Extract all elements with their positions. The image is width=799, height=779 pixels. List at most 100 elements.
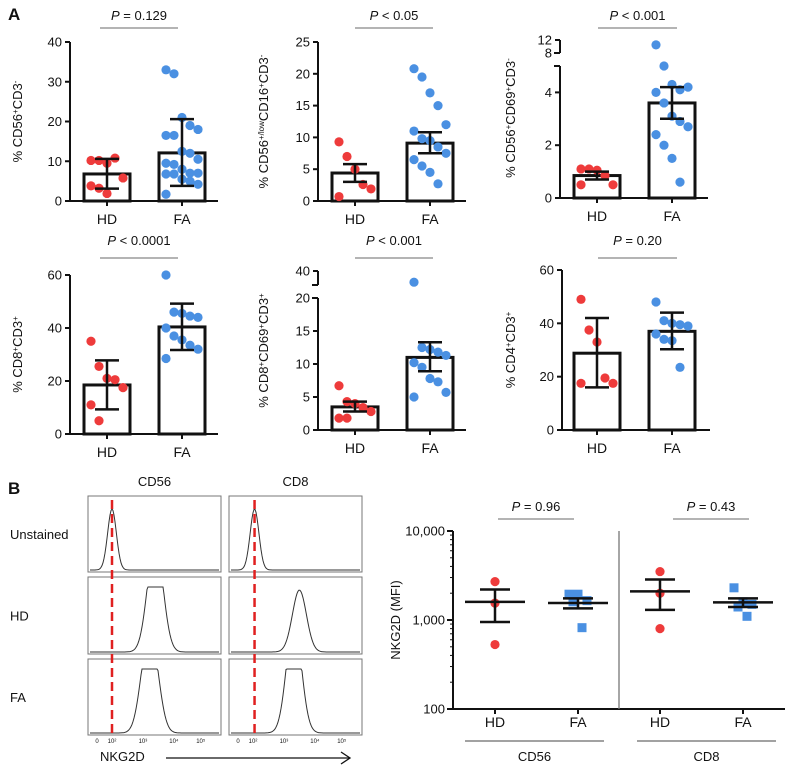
data-point-hd bbox=[118, 173, 128, 183]
x-tick-label: FA bbox=[569, 714, 587, 730]
data-point-fa bbox=[659, 316, 669, 326]
data-point-fa bbox=[651, 40, 661, 50]
data-point-hd bbox=[366, 184, 376, 194]
data-point-hd bbox=[490, 577, 500, 587]
x-tick-label: HD bbox=[345, 440, 365, 456]
x-tick-label: HD bbox=[345, 211, 365, 227]
y-tick-label: 15 bbox=[296, 98, 310, 113]
data-point-hd bbox=[358, 402, 368, 413]
data-point-fa bbox=[683, 321, 693, 331]
y-tick-label: 5 bbox=[303, 162, 310, 177]
histogram-frame bbox=[87, 658, 222, 736]
y-tick-label: 1,000 bbox=[412, 613, 445, 628]
data-point-fa bbox=[433, 347, 443, 357]
y-tick-label: 40 bbox=[540, 316, 554, 331]
data-point-fa bbox=[441, 148, 451, 158]
data-point-fa bbox=[409, 155, 419, 165]
p-italic: P bbox=[366, 233, 375, 248]
data-point-fa bbox=[675, 362, 685, 372]
data-point-fa bbox=[667, 153, 677, 163]
y-axis-label: NKG2D (MFI) bbox=[388, 580, 403, 659]
data-point-fa bbox=[659, 140, 669, 150]
y-tick-label: 0 bbox=[303, 423, 310, 438]
data-point-fa bbox=[169, 130, 179, 141]
histogram-row-label: Unstained bbox=[10, 527, 69, 542]
x-tick-label: FA bbox=[663, 208, 681, 224]
data-point-fa bbox=[161, 158, 171, 168]
data-point-fa bbox=[409, 126, 419, 136]
y-axis-label: % CD56+/lowCD16+CD3- bbox=[256, 54, 271, 188]
y-tick-label: 100 bbox=[423, 702, 445, 717]
data-point-fa bbox=[433, 179, 443, 189]
histogram-tick-label: 10³ bbox=[139, 739, 148, 745]
data-point-hd bbox=[655, 566, 665, 577]
data-point-fa bbox=[433, 142, 443, 152]
data-point-fa bbox=[185, 120, 195, 131]
p-value-label: P < 0.001 bbox=[609, 8, 665, 23]
data-point-fa bbox=[193, 154, 203, 164]
histogram-frame bbox=[228, 658, 363, 736]
histogram-curve bbox=[90, 508, 219, 571]
ylabel-superscript: + bbox=[257, 83, 266, 88]
histogram-curve bbox=[231, 589, 360, 653]
data-point-fa bbox=[729, 583, 739, 593]
data-point-fa bbox=[425, 167, 435, 177]
data-point-fa bbox=[564, 589, 574, 599]
y-tick-label: 10 bbox=[296, 130, 310, 145]
y-tick-label: 30 bbox=[48, 74, 62, 89]
p-value: = 0.129 bbox=[120, 8, 167, 23]
y-tick-label: 25 bbox=[296, 35, 310, 50]
data-point-fa bbox=[193, 344, 203, 354]
histogram-tick-label: 10² bbox=[108, 739, 117, 745]
arrow-head-icon bbox=[340, 751, 352, 765]
histogram-tick-label: 0 bbox=[236, 739, 240, 745]
data-point-fa bbox=[651, 329, 661, 339]
data-point-fa bbox=[185, 168, 195, 178]
panel-letter-a: A bbox=[8, 5, 20, 24]
data-point-hd bbox=[94, 416, 104, 426]
data-point-fa bbox=[683, 82, 693, 92]
p-italic: P bbox=[512, 499, 521, 514]
data-point-fa bbox=[573, 589, 583, 599]
data-point-fa bbox=[185, 176, 195, 186]
x-tick-label: FA bbox=[173, 444, 191, 460]
histogram-x-label: NKG2D bbox=[100, 749, 145, 764]
data-point-fa bbox=[659, 98, 669, 108]
data-point-hd bbox=[118, 383, 128, 393]
data-point-fa bbox=[409, 64, 419, 74]
y-tick-label: 4 bbox=[545, 85, 552, 100]
y-tick-label: 0 bbox=[55, 427, 62, 442]
data-point-fa bbox=[193, 312, 203, 322]
x-tick-label: HD bbox=[650, 714, 670, 730]
data-point-hd bbox=[576, 294, 586, 304]
histogram-frame bbox=[228, 576, 363, 655]
data-point-fa bbox=[441, 120, 451, 130]
ylabel-text: CD3 bbox=[256, 298, 271, 324]
data-point-hd bbox=[366, 406, 376, 417]
data-point-hd bbox=[86, 336, 96, 346]
data-point-fa bbox=[651, 87, 661, 97]
p-value-label: P = 0.96 bbox=[512, 499, 561, 514]
data-point-fa bbox=[417, 362, 427, 372]
data-point-hd bbox=[608, 378, 618, 388]
data-point-hd bbox=[86, 181, 96, 191]
data-point-fa bbox=[582, 596, 592, 606]
data-point-fa bbox=[417, 161, 427, 171]
data-point-fa bbox=[193, 124, 203, 135]
y-tick-label: 0 bbox=[303, 194, 310, 209]
data-point-fa bbox=[169, 331, 179, 341]
histogram-curve bbox=[231, 668, 360, 734]
ylabel-text: CD3 bbox=[10, 83, 25, 109]
histogram-curve bbox=[90, 586, 219, 653]
panel-letter-b: B bbox=[8, 479, 20, 498]
p-value: < 0.05 bbox=[378, 8, 418, 23]
y-tick-label: 60 bbox=[540, 263, 554, 278]
y-tick-label: 60 bbox=[48, 268, 62, 283]
data-point-fa bbox=[409, 392, 419, 402]
y-tick-label: 20 bbox=[48, 114, 62, 129]
ylabel-text: CD3 bbox=[503, 61, 518, 87]
histogram-column-label: CD56 bbox=[138, 474, 171, 489]
data-point-fa bbox=[169, 159, 179, 170]
histogram-row-label: HD bbox=[10, 609, 29, 624]
data-point-fa bbox=[185, 340, 195, 350]
